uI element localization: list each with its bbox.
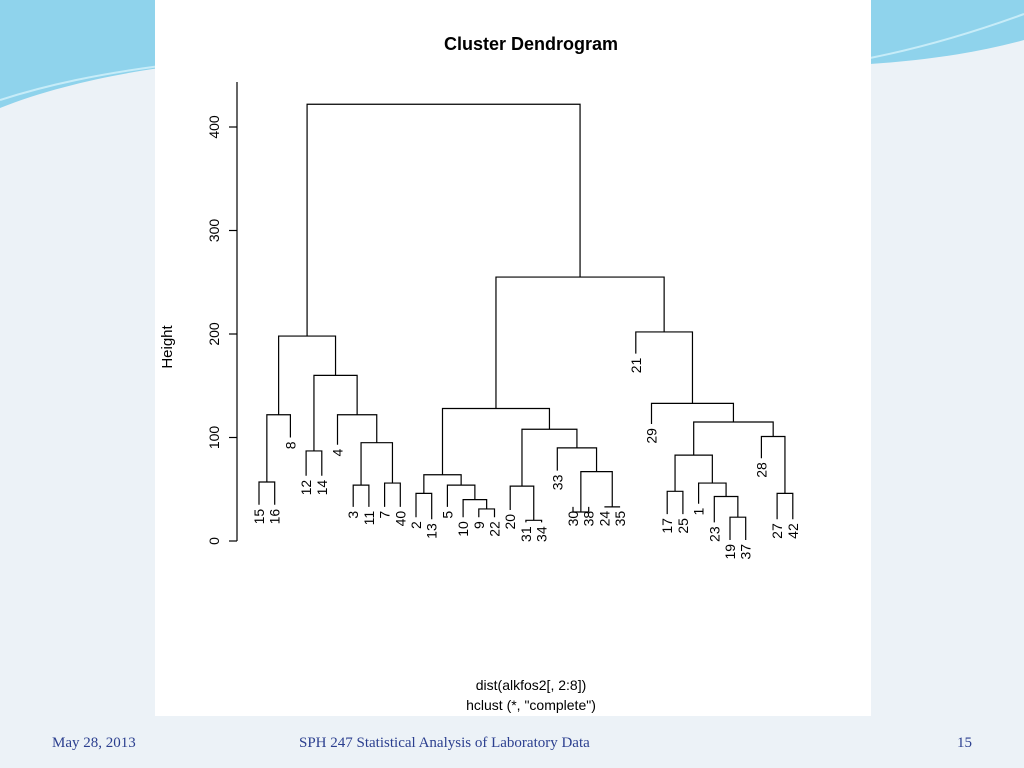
leaf-label: 8 bbox=[282, 441, 298, 449]
y-tick-label: 200 bbox=[206, 322, 222, 346]
dendrogram-merge-0 bbox=[258, 481, 276, 505]
dendrogram-merge-14 bbox=[423, 474, 462, 494]
dendrogram-merge-30 bbox=[650, 402, 735, 425]
leaf-label: 2 bbox=[408, 521, 424, 529]
dendrogram-links bbox=[258, 103, 794, 540]
chart-title: Cluster Dendrogram bbox=[444, 34, 618, 54]
leaf-label: 28 bbox=[753, 462, 769, 478]
dendrogram-merge-17 bbox=[556, 447, 598, 472]
dendrogram-merge-25 bbox=[713, 495, 739, 523]
leaf-label: 27 bbox=[769, 523, 785, 539]
dendrogram-merge-22 bbox=[313, 374, 358, 451]
leaf-label: 10 bbox=[455, 521, 471, 537]
header-swoosh-left-line bbox=[0, 65, 161, 101]
leaf-label: 11 bbox=[361, 511, 377, 526]
leaf-label: 42 bbox=[785, 523, 801, 539]
dendrogram-merge-20 bbox=[360, 442, 394, 486]
leaf-label: 12 bbox=[298, 480, 314, 496]
leaf-label: 35 bbox=[612, 511, 628, 527]
dendrogram-merge-19 bbox=[441, 407, 551, 475]
leaf-label: 37 bbox=[738, 544, 754, 560]
leaf-label: 24 bbox=[596, 511, 612, 527]
y-axis: 0 100 200 300 400 bbox=[206, 82, 238, 545]
footer-date: May 28, 2013 bbox=[52, 735, 136, 751]
dendrogram-merge-31 bbox=[635, 331, 694, 404]
dendrogram-merge-1 bbox=[305, 450, 323, 476]
x-axis-label-line2: hclust (*, "complete") bbox=[466, 697, 596, 713]
leaf-label: 21 bbox=[628, 357, 644, 373]
footer-page-number: 15 bbox=[957, 735, 972, 751]
leaf-label: 20 bbox=[502, 514, 518, 530]
dendrogram-merge-5 bbox=[478, 508, 496, 518]
y-tick-label: 0 bbox=[206, 537, 222, 545]
dendrogram-merge-26 bbox=[698, 482, 727, 504]
leaf-label: 5 bbox=[439, 511, 455, 519]
leaf-label: 15 bbox=[251, 509, 267, 525]
dendrogram-merge-6 bbox=[525, 519, 543, 523]
leaf-label: 4 bbox=[330, 449, 346, 457]
header-swoosh-right-line bbox=[869, 13, 1024, 59]
leaf-label: 38 bbox=[581, 511, 597, 527]
header-swoosh-left bbox=[0, 0, 160, 108]
leaf-label: 17 bbox=[659, 518, 675, 534]
dendrogram-merge-10 bbox=[729, 516, 747, 540]
leaf-label: 1 bbox=[691, 508, 707, 516]
dendrogram-merge-3 bbox=[384, 482, 401, 507]
dendrogram-merge-2 bbox=[352, 484, 370, 507]
dendrogram-merge-21 bbox=[336, 414, 378, 445]
leaf-label: 3 bbox=[345, 511, 361, 519]
leaf-label: 7 bbox=[377, 511, 393, 519]
y-tick-label: 300 bbox=[206, 219, 222, 243]
leaf-label: 29 bbox=[644, 428, 660, 444]
dendrogram-merge-11 bbox=[776, 492, 794, 520]
leaf-label: 22 bbox=[487, 521, 503, 537]
leaf-label: 23 bbox=[706, 526, 722, 542]
leaf-label: 34 bbox=[534, 526, 550, 542]
leaf-label: 31 bbox=[518, 526, 534, 542]
y-tick-label: 100 bbox=[206, 426, 222, 450]
leaf-label: 30 bbox=[565, 511, 581, 527]
dendrogram-merge-9 bbox=[666, 490, 684, 515]
dendrogram-merge-4 bbox=[415, 492, 433, 520]
leaf-label: 19 bbox=[722, 544, 738, 560]
plot-panel bbox=[155, 0, 871, 716]
y-axis-label: Height bbox=[159, 324, 176, 368]
dendrogram-merge-33 bbox=[306, 103, 581, 337]
y-tick-label: 400 bbox=[206, 115, 222, 139]
leaf-label: 16 bbox=[267, 509, 283, 525]
leaf-label: 40 bbox=[392, 511, 408, 527]
leaf-label: 13 bbox=[424, 523, 440, 539]
leaf-label: 14 bbox=[314, 480, 330, 496]
leaf-label: 33 bbox=[549, 474, 565, 490]
header-swoosh-right bbox=[870, 0, 1024, 64]
dendrogram-merge-27 bbox=[674, 454, 713, 492]
leaf-label: 25 bbox=[675, 518, 691, 534]
dendrogram-merge-32 bbox=[495, 276, 665, 409]
dendrogram-merge-13 bbox=[446, 484, 476, 507]
footer-course-title: SPH 247 Statistical Analysis of Laborato… bbox=[299, 735, 590, 751]
leaf-label: 9 bbox=[471, 521, 487, 529]
dendrogram-merge-16 bbox=[580, 471, 613, 513]
x-axis-label-line1: dist(alkfos2[, 2:8]) bbox=[476, 677, 587, 693]
